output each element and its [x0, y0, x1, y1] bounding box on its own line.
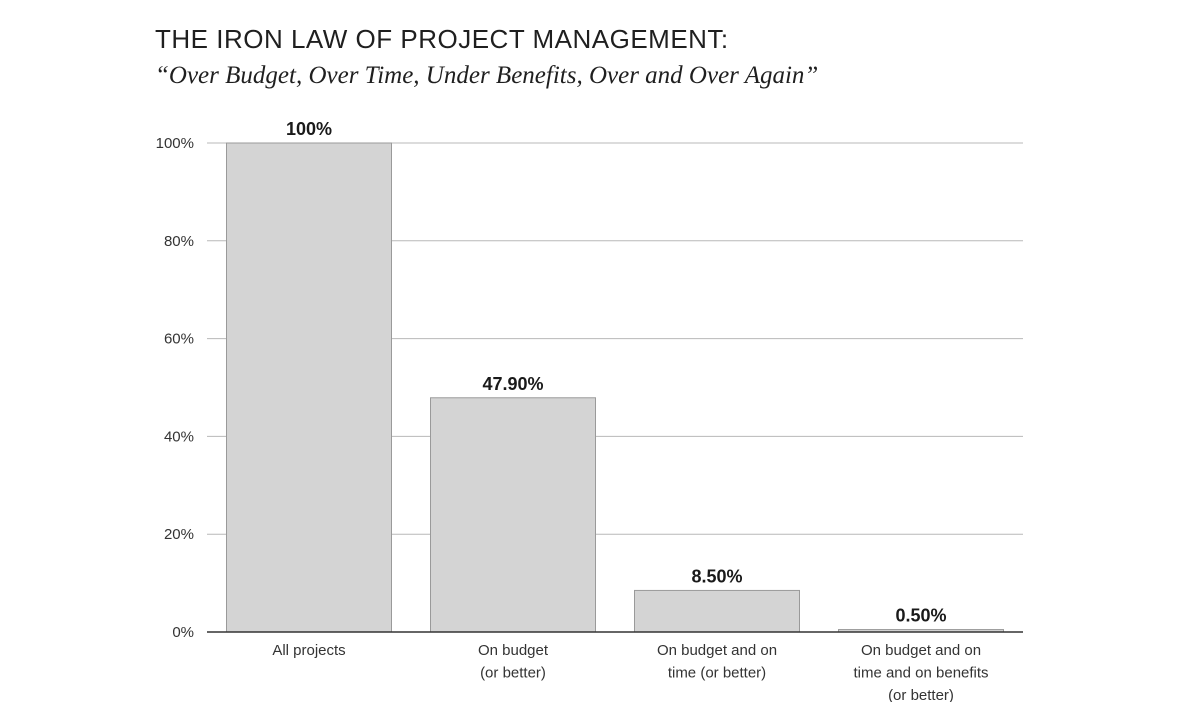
bar: [634, 589, 800, 633]
category-label: All projects: [272, 642, 345, 659]
category-label: On budget (or better): [478, 642, 549, 682]
data-label: 8.50%: [691, 566, 742, 586]
y-tick-label: 80%: [164, 233, 194, 250]
bar: [226, 142, 392, 633]
y-tick-label: 0%: [172, 624, 194, 641]
category-label-line: (or better): [480, 665, 546, 682]
y-axis-ticks: 0% 20% 40% 60% 80% 100%: [156, 135, 194, 641]
category-label-line: time and on benefits: [853, 665, 988, 682]
data-label: 100%: [286, 119, 332, 139]
bar: [430, 397, 596, 633]
category-label-line: On budget and on: [657, 642, 777, 659]
category-label-line: On budget and on: [861, 642, 981, 659]
category-labels: All projects On budget (or better)On budge…: [272, 642, 988, 702]
category-label-line: All projects: [272, 642, 345, 659]
category-label: On budget and on time and on benefits (or …: [853, 642, 988, 702]
chart-subtitle: “Over Budget, Over Time, Under Benefits,…: [155, 62, 819, 89]
chart-title: THE IRON LAW OF PROJECT MANAGEMENT:: [155, 24, 729, 54]
data-labels: 100% 47.90% 8.50% 0.50%: [286, 119, 947, 626]
y-tick-label: 100%: [156, 135, 194, 152]
y-tick-label: 20%: [164, 526, 194, 543]
category-label-line: (or better): [888, 687, 954, 702]
data-label: 0.50%: [895, 606, 946, 626]
bars: [226, 142, 1004, 633]
category-label-line: On budget: [478, 642, 549, 659]
category-label: On budget and on time (or better): [657, 642, 777, 682]
y-tick-label: 40%: [164, 428, 194, 445]
y-tick-label: 60%: [164, 331, 194, 348]
data-label: 47.90%: [482, 374, 543, 394]
category-label-line: time (or better): [668, 665, 766, 682]
